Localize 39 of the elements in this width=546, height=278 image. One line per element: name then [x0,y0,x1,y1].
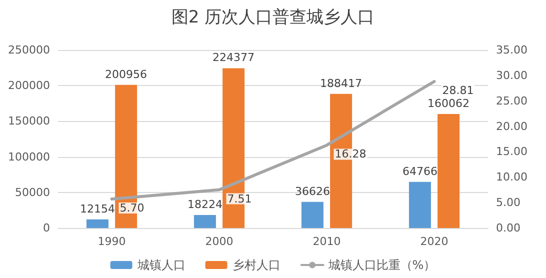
bar [86,219,108,228]
bar [438,114,460,228]
y2-tick-label: 30.00 [496,68,528,82]
y-tick-label: 150000 [8,114,50,128]
legend-label: 乡村人口 [232,258,280,272]
y2-tick-label: 20.00 [496,120,528,133]
data-label: 64766 [402,164,438,178]
data-label: 160062 [428,97,470,110]
y-tick-label: 50000 [15,186,50,199]
bar [301,202,324,228]
x-tick-label: 2010 [312,235,341,248]
chart-title: 图2 历次人口普查城乡人口 [171,8,375,28]
y-tick-label: 200000 [8,79,50,92]
y2-tick-label: 35.00 [496,44,528,56]
y-tick-label: 250000 [8,44,50,56]
data-label: 7.51 [227,192,252,206]
data-label: 188417 [320,76,362,90]
legend-label: 城镇人口比重（%） [327,258,436,272]
y2-tick-label: 5.00 [496,196,520,210]
bar [408,182,431,228]
y-tick-label: 100000 [8,150,50,164]
x-tick-label: 1990 [98,235,126,248]
y2-tick-label: 0.00 [496,222,520,234]
data-label: 200956 [105,68,148,81]
data-label: 12154 [80,202,115,216]
x-tick-label: 2000 [205,235,234,248]
legend-label: 城镇人口 [136,258,186,272]
data-label: 28.81 [442,84,474,97]
data-label: 224377 [212,51,255,64]
y2-tick-label: 10.00 [496,170,528,184]
y2-tick-label: 15.00 [496,145,528,158]
data-label: 36626 [294,184,330,198]
data-label: 18224 [187,198,222,212]
data-label: 5.70 [120,202,144,215]
y-tick-label: 0 [43,222,50,234]
data-label: 16.28 [334,148,366,161]
y2-tick-label: 25.00 [496,94,528,108]
bar [194,215,216,228]
x-tick-label: 2020 [420,235,448,248]
